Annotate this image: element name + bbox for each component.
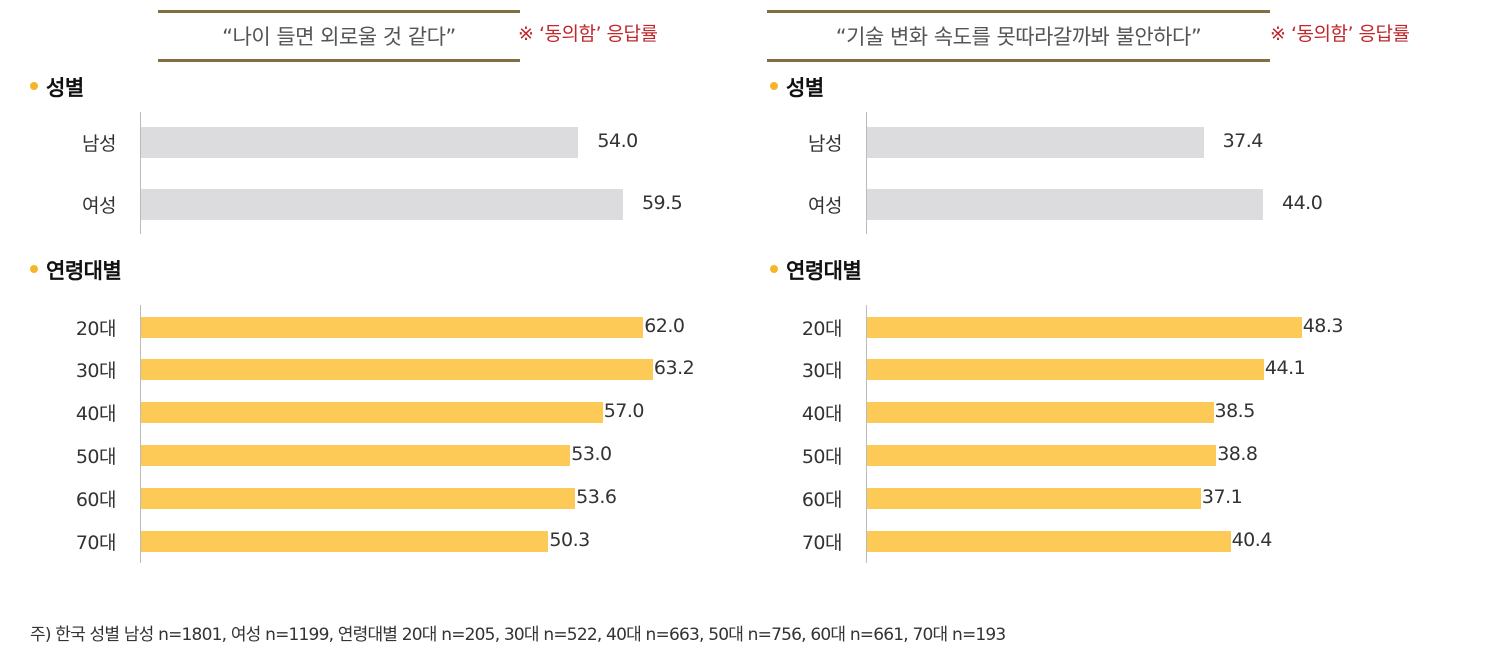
bar [141,316,644,338]
category-label: 70대 [801,532,843,554]
data-label: 57.0 [603,400,645,422]
data-label: 59.5 [641,192,683,214]
data-label: 63.2 [653,357,695,379]
chart-title: “나이 들면 외로울 것 같다” [158,10,520,62]
category-label: 30대 [801,360,843,382]
bar [867,126,1204,158]
category-axis [866,112,867,234]
section-label: 성별 [46,76,84,100]
section-heading: 연령대별 [770,255,862,285]
bullet-icon [770,265,778,273]
bar [867,530,1231,552]
bar [867,316,1302,338]
data-label: 50.3 [549,529,590,551]
bullet-icon [30,265,38,273]
data-label: 53.0 [571,443,612,465]
data-label: 48.3 [1302,315,1344,337]
category-label: 20대 [801,318,843,340]
bar [141,487,576,509]
category-label: 60대 [75,489,117,511]
bar [141,401,603,423]
section-label: 연령대별 [786,259,862,283]
bar [141,444,571,466]
response-note: ※ ‘동의함’ 응답률 [518,23,658,45]
section-heading: 성별 [770,72,824,102]
data-label: 38.8 [1217,443,1258,465]
chart-title: “기술 변화 속도를 못따라갈까봐 불안하다” [767,10,1270,62]
data-label: 62.0 [644,315,685,337]
category-label: 40대 [801,403,843,425]
category-label: 40대 [75,403,117,425]
section-label: 연령대별 [46,259,122,283]
category-label: 여성 [82,195,116,217]
bullet-icon [30,82,38,90]
data-label: 44.1 [1264,357,1306,379]
bar [141,358,653,380]
category-label: 남성 [82,133,116,155]
footnote: 주) 한국 성별 남성 n=1801, 여성 n=1199, 연령대별 20대 … [30,625,1006,645]
bar [867,358,1264,380]
data-label: 44.0 [1282,192,1323,214]
category-label: 여성 [808,195,842,217]
category-label: 30대 [75,360,117,382]
category-label: 남성 [808,133,842,155]
bar [141,126,579,158]
category-label: 50대 [75,446,117,468]
category-label: 50대 [801,446,843,468]
bar [867,444,1217,466]
category-axis [140,112,141,234]
category-label: 60대 [801,489,843,511]
data-label: 53.6 [576,486,617,508]
category-label: 70대 [75,532,117,554]
data-label: 54.0 [597,130,638,152]
section-heading: 성별 [30,72,84,102]
bar [141,188,623,220]
bar [867,401,1214,423]
section-label: 성별 [786,76,824,100]
bullet-icon [770,82,778,90]
category-axis [140,305,141,563]
data-label: 37.4 [1222,130,1264,152]
category-axis [866,305,867,563]
bar [141,530,549,552]
bar [867,188,1263,220]
response-note: ※ ‘동의함’ 응답률 [1270,23,1410,45]
data-label: 40.4 [1231,529,1273,551]
data-label: 38.5 [1214,400,1256,422]
data-label: 37.1 [1201,486,1243,508]
bar [867,487,1201,509]
category-label: 20대 [75,318,117,340]
section-heading: 연령대별 [30,255,122,285]
